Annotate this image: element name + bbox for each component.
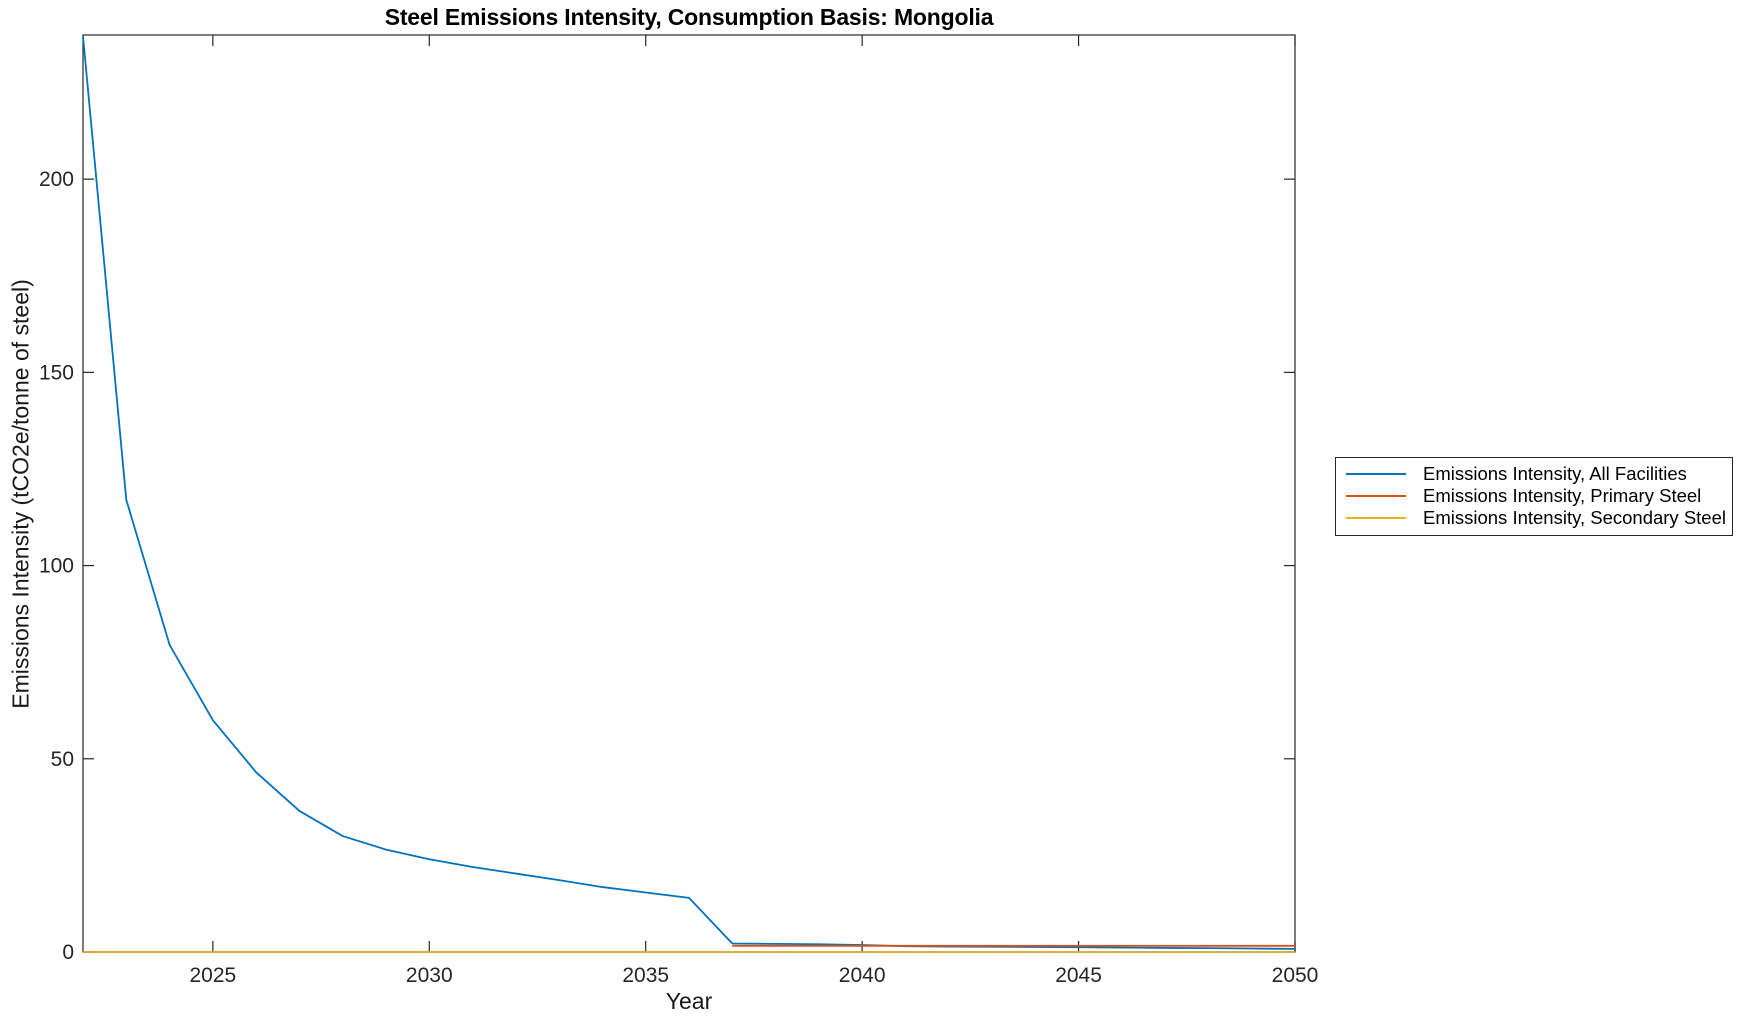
x-tick-label: 2045 [1055, 964, 1102, 987]
chart-title: Steel Emissions Intensity, Consumption B… [384, 4, 994, 30]
legend-item-2: Emissions Intensity, Secondary Steel [1336, 507, 1732, 529]
x-tick-label: 2040 [839, 964, 886, 987]
y-tick-label: 200 [39, 168, 74, 191]
legend-label: Emissions Intensity, Primary Steel [1423, 485, 1702, 506]
y-tick-label: 0 [62, 941, 74, 964]
y-tick-label: 150 [39, 361, 74, 384]
x-tick-label: 2030 [406, 964, 453, 987]
legend-line-icon [1346, 517, 1406, 519]
x-tick-label: 2050 [1272, 964, 1319, 987]
x-tick-label: 2025 [189, 964, 236, 987]
legend-item-1: Emissions Intensity, Primary Steel [1336, 485, 1732, 507]
legend-line-icon [1346, 473, 1406, 475]
series-line-0 [82, 36, 1296, 950]
y-tick-label: 100 [39, 555, 74, 578]
y-tick-label: 50 [51, 748, 74, 771]
legend-label: Emissions Intensity, All Facilities [1423, 463, 1687, 484]
x-tick-label: 2035 [622, 964, 669, 987]
legend-label: Emissions Intensity, Secondary Steel [1423, 507, 1726, 528]
axes-box [82, 34, 1296, 953]
y-axis-label: Emissions Intensity (tCO2e/tonne of stee… [7, 279, 34, 709]
legend-line-icon [1346, 495, 1406, 497]
legend-box: Emissions Intensity, All Facilities Emiss… [1335, 457, 1733, 536]
x-axis-label: Year [665, 988, 713, 1014]
legend-item-0: Emissions Intensity, All Facilities [1336, 463, 1732, 485]
